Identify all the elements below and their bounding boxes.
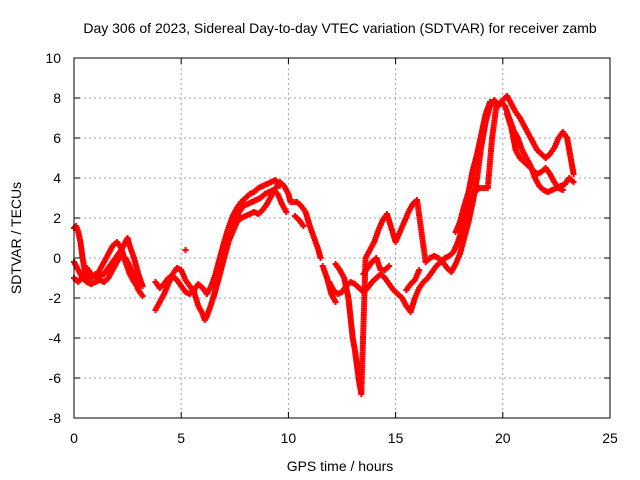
data-point [486,99,493,105]
data-point [386,263,393,269]
x-tick-label: 20 [495,430,511,446]
y-tick-label: 2 [53,210,61,226]
x-tick-label: 15 [388,430,404,446]
y-axis-label: SDTVAR / TECUs [8,182,24,294]
data-point [276,183,283,189]
series-2 [71,99,577,315]
axis-ticks: 0 5 10 15 20 25 -8 -6 -4 -2 0 2 4 6 8 10 [45,50,618,446]
data-point [317,255,324,261]
data-points [71,93,577,397]
x-tick-label: 10 [281,430,297,446]
x-tick-label: 0 [70,430,78,446]
y-tick-label: -8 [49,410,62,426]
chart-title: Day 306 of 2023, Sidereal Day-to-day VTE… [83,20,596,36]
grid-lines [74,58,610,418]
data-point [300,223,307,229]
data-point [332,299,339,305]
data-point [182,247,189,253]
y-tick-label: 8 [53,90,61,106]
y-tick-label: -4 [49,330,62,346]
x-tick-label: 5 [177,430,185,446]
x-axis-label: GPS time / hours [287,458,394,474]
y-tick-label: -6 [49,370,62,386]
data-point [559,187,566,193]
data-point [139,283,146,289]
y-tick-label: -2 [49,290,62,306]
plot-frame [73,57,611,419]
data-point [416,267,423,273]
data-point [283,209,290,215]
data-point [570,179,577,185]
y-tick-label: 6 [53,130,61,146]
series-3 [71,99,566,305]
series-1 [71,93,577,397]
data-point [135,285,142,291]
y-tick-label: 4 [53,170,61,186]
y-tick-label: 10 [45,50,61,66]
data-point [570,171,577,177]
x-tick-label: 25 [602,430,618,446]
data-point [139,293,146,299]
y-tick-label: 0 [53,250,61,266]
